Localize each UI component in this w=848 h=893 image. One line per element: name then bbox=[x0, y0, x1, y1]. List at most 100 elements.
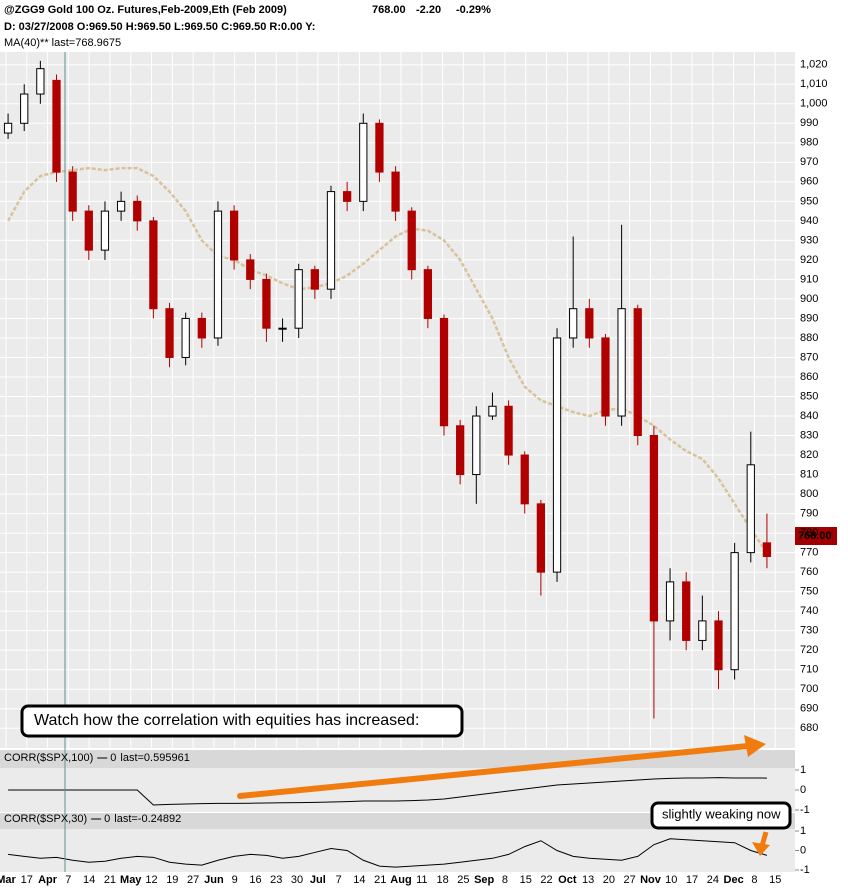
y-tick-label: 970 bbox=[800, 156, 818, 168]
x-tick-label: Oct bbox=[558, 874, 577, 886]
x-tick-label: 12 bbox=[145, 874, 157, 886]
candle-body bbox=[229, 210, 239, 261]
candle-body bbox=[698, 620, 707, 641]
x-tick-label: 17 bbox=[21, 874, 33, 886]
y-tick-label: 790 bbox=[800, 507, 818, 519]
candle-body bbox=[472, 415, 481, 476]
main-panel bbox=[0, 52, 795, 748]
y-tick-label: 680 bbox=[800, 722, 818, 734]
candle-body bbox=[552, 337, 562, 573]
y-tick-label: 1 bbox=[800, 764, 806, 776]
y-tick-label: 1,020 bbox=[800, 59, 828, 71]
y-tick-label: 700 bbox=[800, 683, 818, 695]
arrow bbox=[237, 743, 751, 799]
y-tick-label: 730 bbox=[800, 625, 818, 637]
y-tick-label: 710 bbox=[800, 664, 818, 676]
y-tick-label: 1 bbox=[800, 825, 806, 837]
x-tick-label: Jun bbox=[204, 874, 224, 886]
panel-label: CORR($SPX,30) bbox=[4, 813, 87, 825]
candle-body bbox=[343, 191, 352, 202]
candle-body bbox=[601, 337, 610, 417]
x-tick-label: 24 bbox=[707, 874, 719, 886]
candle-body bbox=[294, 269, 303, 329]
annotation-box bbox=[20, 704, 464, 738]
y-tick-label: 880 bbox=[800, 332, 818, 344]
panel-last: last=0.595961 bbox=[120, 752, 189, 764]
x-tick-label: 18 bbox=[436, 874, 448, 886]
x-tick-label: Apr bbox=[38, 874, 58, 886]
y-tick-label: 950 bbox=[800, 195, 818, 207]
x-tick-label: 9 bbox=[232, 874, 238, 886]
x-tick-label: 27 bbox=[624, 874, 636, 886]
marks bbox=[3, 60, 772, 868]
y-tick-label: 0 bbox=[800, 784, 806, 796]
corr30-header bbox=[0, 813, 795, 829]
candle-body bbox=[536, 503, 546, 573]
candle-body bbox=[165, 308, 174, 358]
candle-body bbox=[665, 581, 675, 622]
candle-body bbox=[730, 552, 739, 671]
candle-body bbox=[746, 464, 755, 554]
y-tick-label: 0 bbox=[800, 844, 806, 856]
x-tick-label: 25 bbox=[457, 874, 469, 886]
candle-body bbox=[456, 425, 465, 476]
x-tick-label: 8 bbox=[502, 874, 508, 886]
y-tick-label: -1 bbox=[800, 804, 810, 816]
panel-label: CORR($SPX,100) bbox=[4, 752, 93, 764]
candle-body bbox=[20, 93, 29, 124]
candle-body bbox=[100, 210, 110, 251]
y-tick-label: 800 bbox=[800, 488, 818, 500]
candle-body bbox=[633, 308, 642, 437]
y-tick-label: 840 bbox=[800, 410, 818, 422]
y-tick-label: 940 bbox=[800, 215, 818, 227]
candle-body bbox=[181, 317, 190, 358]
candle-body bbox=[326, 191, 336, 290]
x-tick-label: 15 bbox=[769, 874, 781, 886]
candle-body bbox=[391, 171, 400, 212]
y-tick-label: 900 bbox=[800, 293, 818, 305]
candle-body bbox=[762, 542, 772, 558]
candle-body bbox=[682, 581, 691, 641]
y-tick-label: 910 bbox=[800, 273, 818, 285]
y-tick-label: 830 bbox=[800, 429, 818, 441]
corr-line bbox=[8, 777, 767, 806]
y-tick-label: 750 bbox=[800, 586, 818, 598]
y-tick-label: 770 bbox=[800, 547, 818, 559]
price-tag-label: 768.00 bbox=[798, 530, 832, 542]
candle-body bbox=[569, 308, 578, 339]
price-tag bbox=[795, 527, 837, 545]
candle-body bbox=[423, 269, 432, 319]
candle-body bbox=[116, 200, 126, 212]
candle-body bbox=[197, 317, 206, 339]
y-tick-label: 820 bbox=[800, 449, 818, 461]
x-tick-label: 16 bbox=[249, 874, 261, 886]
candle-body bbox=[407, 210, 416, 271]
x-tick-label: 19 bbox=[166, 874, 178, 886]
note-box bbox=[650, 801, 792, 830]
candle-body bbox=[262, 278, 271, 329]
x-tick-label: 20 bbox=[603, 874, 615, 886]
y-tick-label: -1 bbox=[800, 864, 810, 876]
x-tick-label: Aug bbox=[390, 874, 411, 886]
y-tick-label: 1,000 bbox=[800, 98, 828, 110]
x-tick-label: 21 bbox=[104, 874, 116, 886]
x-tick-label: 11 bbox=[416, 874, 427, 886]
x-tick-label: 14 bbox=[353, 874, 365, 886]
candle-body bbox=[520, 454, 529, 505]
panel-last: last=-0.24892 bbox=[114, 813, 181, 825]
x-tick-label: 8 bbox=[751, 874, 757, 886]
y-tick-label: 920 bbox=[800, 254, 818, 266]
change-pct: -0.29% bbox=[456, 4, 491, 16]
y-tick-label: 870 bbox=[800, 351, 818, 363]
candle-body bbox=[439, 317, 449, 427]
title: @ZGG9 Gold 100 Oz. Futures,Feb-2009,Eth … bbox=[4, 4, 287, 16]
x-tick-label: 27 bbox=[187, 874, 199, 886]
arrow-small-head bbox=[752, 842, 770, 856]
candle-body bbox=[3, 122, 13, 134]
x-tick-label: 23 bbox=[270, 874, 282, 886]
y-tick-label: 720 bbox=[800, 644, 818, 656]
candle-body bbox=[149, 220, 158, 310]
y-tick-label: 960 bbox=[800, 176, 818, 188]
candle-body bbox=[213, 210, 223, 339]
arrow-head bbox=[744, 735, 766, 757]
